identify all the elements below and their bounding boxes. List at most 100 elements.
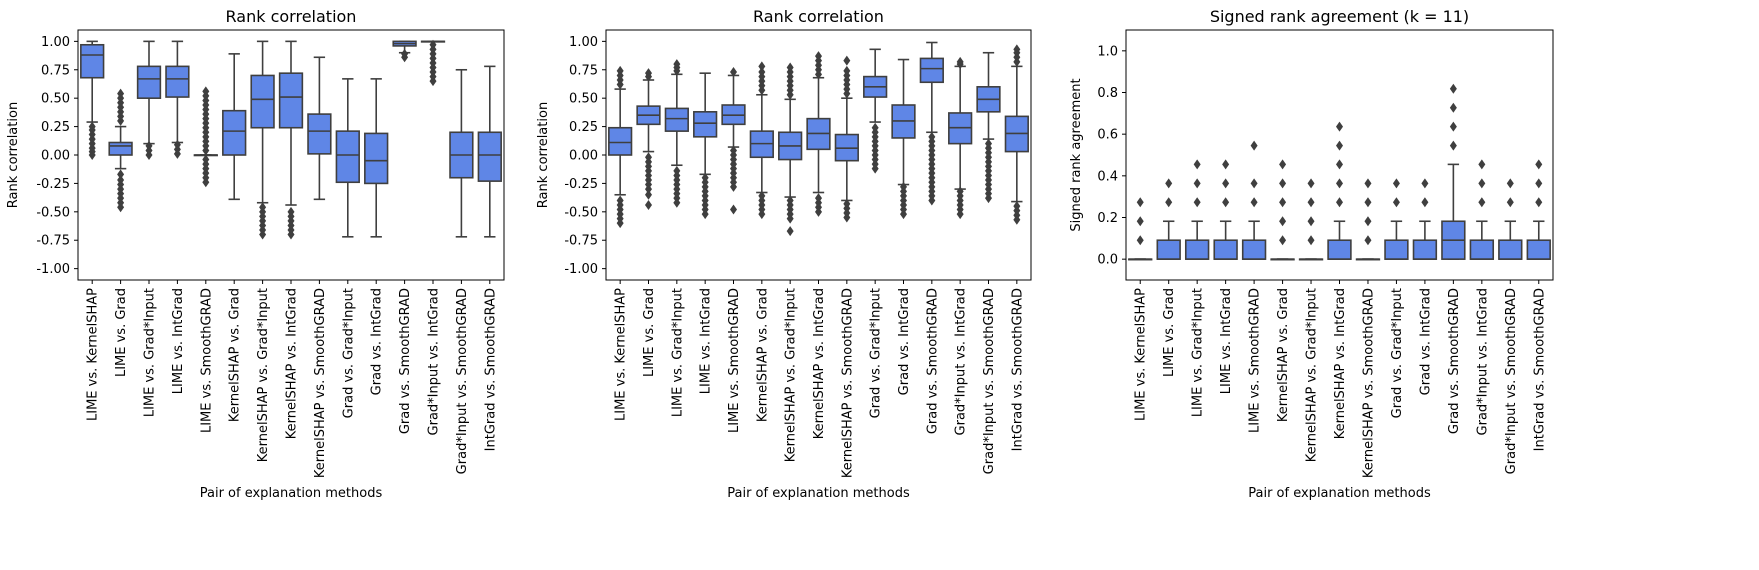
box-8 bbox=[278, 40, 304, 240]
y-tick-label: 0.00 bbox=[41, 149, 70, 164]
x-tick-label: LIME vs. Grad bbox=[114, 288, 129, 377]
x-tick-label: LIME vs. Grad*Input bbox=[143, 288, 158, 417]
box-9 bbox=[834, 55, 859, 223]
outlier-point bbox=[1364, 216, 1372, 227]
box-2 bbox=[108, 88, 133, 213]
box-iqr bbox=[278, 72, 304, 129]
box-1 bbox=[608, 65, 633, 229]
box-iqr bbox=[80, 43, 105, 79]
box-iqr bbox=[335, 130, 360, 184]
y-tick-label: -0.50 bbox=[564, 205, 598, 220]
x-tick-label: KernelSHAP vs. Grad bbox=[755, 288, 770, 422]
x-tick-label: KernelSHAP vs. Grad*Input bbox=[1305, 288, 1320, 462]
outlier-point bbox=[1364, 178, 1372, 189]
y-tick-label: 1.00 bbox=[41, 35, 70, 50]
outlier-point bbox=[701, 172, 709, 183]
x-tick-label: KernelSHAP vs. SmoothGRAD bbox=[1361, 288, 1376, 478]
box-2 bbox=[1156, 178, 1181, 260]
box-iqr bbox=[1213, 239, 1238, 260]
x-tick-label: KernelSHAP vs. IntGrad bbox=[812, 288, 827, 439]
box-11 bbox=[1412, 178, 1438, 260]
y-tick-label: 1.0 bbox=[1097, 44, 1118, 59]
outlier-point bbox=[1013, 201, 1021, 212]
outlier-point bbox=[1506, 178, 1514, 189]
y-tick-label: 0.6 bbox=[1097, 128, 1118, 143]
outlier-point bbox=[1478, 197, 1486, 208]
box-iqr bbox=[364, 132, 389, 185]
outlier-point bbox=[1307, 178, 1315, 189]
outlier-point bbox=[815, 51, 822, 62]
outlier-point bbox=[1449, 140, 1457, 151]
outlier-point bbox=[1449, 121, 1457, 132]
outlier-point bbox=[956, 186, 964, 197]
outlier-point bbox=[843, 55, 851, 66]
plot-frame bbox=[1125, 29, 1554, 281]
chart-title: Rank correlation bbox=[226, 7, 357, 26]
x-tick-label: IntGrad vs. SmoothGRAD bbox=[1532, 288, 1547, 451]
outlier-point bbox=[1250, 140, 1258, 151]
x-tick-label: Grad vs. IntGrad bbox=[370, 288, 385, 395]
box-6 bbox=[222, 53, 247, 201]
box-9 bbox=[307, 56, 332, 201]
plot-frame bbox=[605, 29, 1032, 281]
outlier-point bbox=[1279, 159, 1287, 170]
box-7 bbox=[250, 40, 275, 240]
outlier-point bbox=[900, 181, 907, 192]
box-14 bbox=[449, 68, 474, 238]
box-10 bbox=[863, 48, 888, 174]
outlier-point bbox=[88, 121, 96, 132]
box-12 bbox=[919, 41, 944, 206]
y-tick-label: -0.50 bbox=[36, 205, 70, 220]
box-11 bbox=[364, 78, 389, 238]
box-12 bbox=[392, 40, 417, 63]
box-1 bbox=[1128, 197, 1153, 261]
y-tick-label: -0.25 bbox=[564, 177, 598, 192]
outlier-point bbox=[1449, 102, 1457, 113]
outlier-point bbox=[1250, 197, 1258, 208]
box-15 bbox=[1526, 159, 1551, 260]
outlier-point bbox=[117, 88, 125, 99]
x-tick-label: LIME vs. SmoothGRAD bbox=[199, 288, 214, 433]
outlier-point bbox=[786, 226, 794, 237]
outlier-point bbox=[1392, 178, 1400, 189]
box-5 bbox=[193, 86, 218, 188]
box-12 bbox=[1441, 83, 1466, 260]
y-tick-label: 0.0 bbox=[1097, 253, 1118, 268]
outlier-point bbox=[758, 61, 766, 72]
outlier-point bbox=[259, 202, 267, 213]
outlier-point bbox=[1136, 216, 1144, 227]
outlier-point bbox=[202, 154, 210, 165]
outlier-point bbox=[730, 204, 737, 215]
box-iqr bbox=[1384, 239, 1409, 260]
x-tick-label: LIME vs. Grad*Input bbox=[670, 288, 685, 417]
box-7 bbox=[778, 62, 803, 237]
x-tick-label: LIME vs. IntGrad bbox=[171, 288, 186, 394]
x-tick-label: LIME vs. KernelSHAP bbox=[614, 288, 629, 421]
box-iqr bbox=[1469, 239, 1495, 260]
y-tick-label: 0.8 bbox=[1097, 86, 1118, 101]
box-4 bbox=[165, 40, 190, 159]
outlier-point bbox=[429, 39, 437, 50]
box-13 bbox=[948, 56, 973, 220]
box-iqr bbox=[608, 126, 633, 156]
y-tick-label: 0.00 bbox=[569, 149, 598, 164]
y-tick-label: 0.2 bbox=[1097, 211, 1118, 226]
y-tick-label: -0.75 bbox=[564, 234, 598, 249]
outlier-point bbox=[1165, 178, 1173, 189]
box-3 bbox=[1184, 159, 1210, 260]
chart-panel-2: Rank correlation Rank correlation Pair of … bbox=[536, 7, 1032, 501]
outlier-point bbox=[758, 67, 766, 78]
box-iqr bbox=[165, 65, 190, 98]
y-tick-label: 0.75 bbox=[41, 63, 70, 78]
y-tick-label: 0.75 bbox=[569, 63, 598, 78]
outlier-point bbox=[1336, 140, 1343, 151]
outlier-point bbox=[1193, 178, 1201, 189]
outlier-point bbox=[815, 193, 822, 204]
box-10 bbox=[1384, 178, 1409, 260]
x-axis-label: Pair of explanation methods bbox=[727, 486, 910, 501]
outlier-point bbox=[645, 152, 652, 163]
outlier-point bbox=[673, 165, 681, 176]
x-tick-label: LIME vs. KernelSHAP bbox=[1134, 288, 1149, 421]
outlier-point bbox=[117, 169, 125, 180]
outlier-point bbox=[1307, 216, 1315, 227]
